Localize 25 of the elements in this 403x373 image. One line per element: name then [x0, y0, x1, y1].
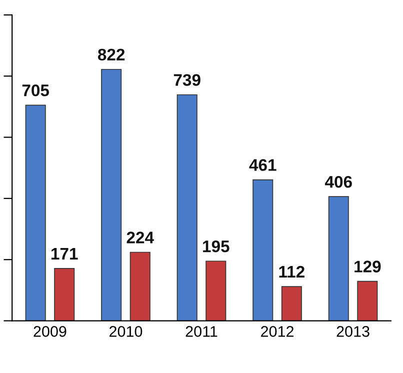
data-label: 171	[52, 248, 78, 260]
x-tick-label: 2010	[110, 326, 142, 337]
x-tick-label: 2009	[34, 326, 66, 337]
x-tick-label: 2013	[336, 326, 370, 337]
data-label: 705	[22, 84, 50, 96]
bar	[357, 280, 378, 321]
bar	[101, 68, 122, 321]
bar	[25, 104, 46, 321]
bar	[54, 268, 75, 321]
data-label: 461	[249, 159, 276, 171]
data-label: 406	[324, 176, 352, 188]
data-label: 112	[279, 266, 304, 278]
data-label: 739	[174, 74, 200, 86]
bar	[252, 179, 274, 321]
bar	[281, 286, 302, 321]
bar	[328, 196, 349, 321]
data-label: 224	[126, 232, 154, 244]
bar	[206, 260, 226, 321]
x-tick-label: 2012	[261, 326, 294, 337]
bar	[176, 94, 198, 321]
data-label: 129	[354, 260, 381, 272]
data-label: 822	[98, 48, 125, 61]
data-label: 195	[203, 240, 230, 252]
x-tick-label: 2011	[186, 326, 218, 337]
bar	[130, 252, 150, 321]
